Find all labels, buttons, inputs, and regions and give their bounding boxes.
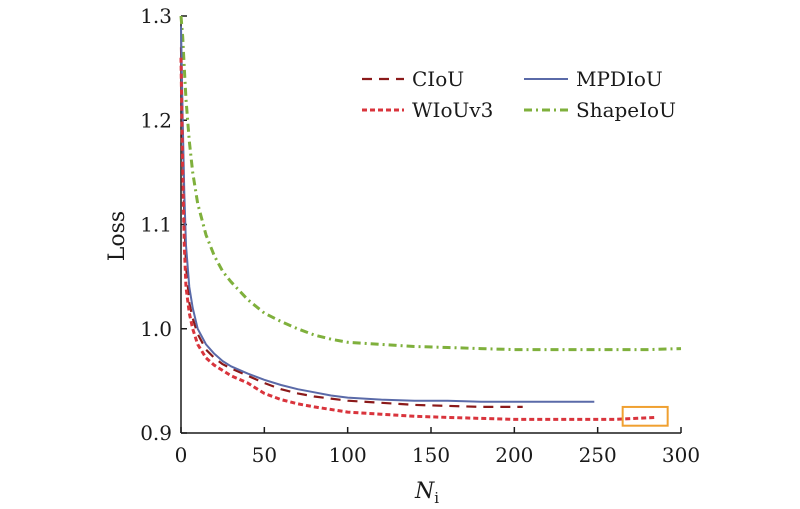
legend-entry-ciou: CIoU [362,67,464,91]
y-tick-label: 1.3 [140,4,172,28]
legend-label-wiouv3: WIoUv3 [412,98,493,122]
legend-entry-shapeiou: ShapeIoU [524,98,676,122]
series-line-shapeiou [179,15,682,352]
legend-label-ciou: CIoU [412,67,464,91]
highlight-box [621,405,669,427]
y-tick-label: 1.2 [140,108,172,132]
x-ticks: 0 50 100 150 200 250 300 [175,427,700,467]
series-line-ciou [179,47,523,408]
y-ticks: 0.9 1.0 1.1 1.2 1.3 [140,4,187,445]
y-tick-label: 0.9 [140,421,172,445]
plot-area [179,15,682,421]
x-axis-label-main: N [414,479,435,504]
legend: CIoU MPDIoU WIoUv3 ShapeIoU [362,67,676,122]
x-tick-label: 150 [412,443,450,467]
legend-label-mpdiou: MPDIoU [576,67,663,91]
x-axis-label-subscript: i [434,489,439,507]
x-tick-label: 250 [579,443,617,467]
x-tick-label: 0 [175,443,188,467]
y-tick-label: 1.0 [140,317,172,341]
series-line-wiouv3 [179,57,657,421]
x-tick-label: 50 [252,443,277,467]
legend-entry-mpdiou: MPDIoU [524,67,663,91]
legend-entry-wiouv3: WIoUv3 [362,98,493,122]
y-axis-label: Loss [105,211,130,261]
annotations [621,405,669,427]
y-tick-label: 1.1 [140,213,172,237]
x-axis-label: Ni [414,479,439,507]
legend-label-shapeiou: ShapeIoU [576,98,676,122]
x-tick-label: 100 [329,443,367,467]
x-tick-label: 300 [662,443,700,467]
series-line-mpdiou [180,26,595,403]
x-tick-label: 200 [495,443,533,467]
